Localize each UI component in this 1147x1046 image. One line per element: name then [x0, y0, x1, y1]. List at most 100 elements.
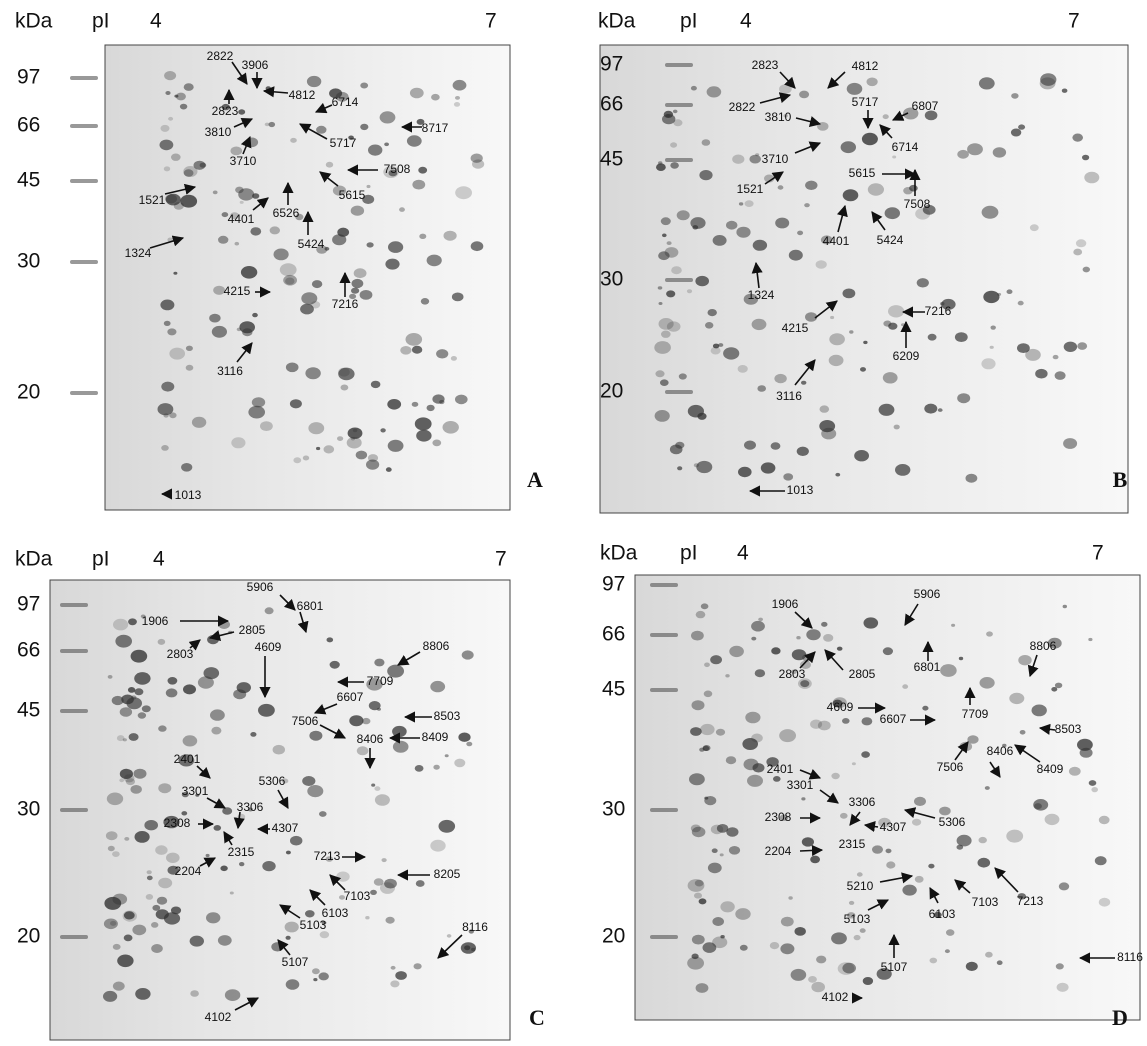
gel-panel: kDa pI 4 7 97 66 45 30 20 5906 6801 1906 2805 2803 880…: [15, 548, 545, 1041]
protein-spot: [134, 672, 151, 685]
protein-spot: [347, 427, 363, 439]
protein-spot: [211, 325, 227, 338]
protein-spot: [1033, 799, 1049, 811]
protein-spot: [704, 662, 710, 668]
protein-spot: [181, 811, 188, 816]
mw-label: 66: [17, 114, 40, 137]
protein-spot: [939, 806, 951, 816]
protein-spot: [134, 831, 150, 843]
protein-spot: [271, 942, 284, 952]
protein-spot: [181, 791, 189, 798]
protein-spot: [300, 303, 314, 315]
protein-spot: [310, 301, 321, 309]
protein-spot: [446, 934, 452, 938]
protein-spot: [1017, 300, 1024, 306]
spot-label: 6801: [914, 660, 941, 674]
protein-spot: [193, 160, 206, 170]
protein-spot: [779, 814, 789, 821]
spot-arrow: [233, 117, 254, 129]
protein-spot: [185, 345, 193, 351]
protein-spot: [832, 697, 847, 708]
protein-spot: [370, 889, 377, 896]
spot-arrow: [824, 649, 844, 671]
protein-spot: [658, 318, 674, 330]
protein-spot: [175, 92, 186, 101]
spot-label: 5424: [877, 233, 904, 247]
protein-spot: [779, 84, 792, 94]
protein-spot: [888, 305, 905, 318]
protein-spot: [924, 403, 938, 414]
protein-spot: [285, 362, 299, 373]
protein-spot: [316, 125, 327, 134]
protein-spot: [984, 786, 990, 790]
protein-spot: [336, 871, 350, 882]
protein-spot: [712, 936, 728, 949]
protein-spot: [145, 894, 154, 900]
protein-spot: [146, 875, 153, 881]
protein-spot: [230, 146, 243, 156]
protein-spot: [788, 249, 803, 261]
protein-spot: [941, 298, 956, 310]
mw-label: 45: [600, 148, 623, 171]
spot-arrow: [1027, 654, 1039, 678]
protein-spot: [771, 647, 781, 655]
header-label: 4: [737, 542, 749, 565]
spot-label: 5306: [939, 815, 966, 829]
protein-spot: [828, 354, 844, 367]
protein-spot: [385, 467, 392, 472]
spot-label: 6607: [880, 712, 907, 726]
protein-spot: [146, 870, 152, 875]
protein-spot: [167, 865, 180, 875]
protein-spot: [670, 142, 678, 148]
protein-spot: [893, 424, 900, 430]
protein-spot: [160, 299, 175, 311]
protein-spot: [691, 934, 705, 945]
protein-spot: [165, 91, 171, 95]
spot-label: 4812: [852, 59, 879, 73]
protein-spot: [338, 367, 350, 377]
protein-spot: [760, 462, 776, 474]
spot-label: 5424: [298, 237, 325, 251]
protein-spot: [712, 343, 720, 349]
spot-label: 3810: [205, 125, 232, 139]
protein-spot: [937, 408, 943, 412]
protein-spot: [285, 979, 300, 990]
protein-spot: [239, 200, 244, 204]
protein-spot: [324, 246, 330, 251]
marker-band: [70, 76, 98, 80]
header-label: pI: [680, 542, 698, 565]
protein-spot: [117, 954, 134, 968]
spot-label: 2308: [164, 816, 191, 830]
protein-spot: [290, 835, 303, 846]
protein-spot: [107, 675, 113, 679]
spot-label: 8717: [422, 121, 449, 135]
protein-spot: [699, 170, 713, 181]
protein-spot: [1072, 133, 1083, 142]
protein-spot: [819, 420, 836, 433]
protein-spot: [217, 935, 232, 946]
spot-arrow: [994, 867, 1019, 893]
protein-spot: [178, 754, 195, 767]
protein-spot: [1068, 766, 1081, 776]
protein-spot: [433, 764, 440, 770]
protein-spot: [431, 93, 440, 101]
protein-spot: [981, 358, 996, 370]
protein-spot: [384, 142, 389, 147]
protein-spot: [411, 345, 423, 354]
protein-spot: [164, 71, 177, 81]
protein-spot: [329, 660, 340, 669]
spot-arrow: [314, 102, 333, 114]
protein-spot: [414, 765, 424, 772]
spot-arrow: [240, 135, 252, 155]
protein-spot: [989, 345, 994, 349]
protein-spot: [155, 909, 169, 920]
protein-spot: [671, 266, 682, 275]
protein-spot: [666, 321, 681, 332]
protein-spot: [909, 184, 918, 192]
protein-spot: [365, 916, 370, 920]
protein-spot: [107, 845, 115, 852]
spot-arrow: [863, 820, 879, 833]
spot-arrow: [903, 807, 936, 819]
protein-spot: [371, 783, 376, 787]
protein-spot: [461, 650, 474, 660]
